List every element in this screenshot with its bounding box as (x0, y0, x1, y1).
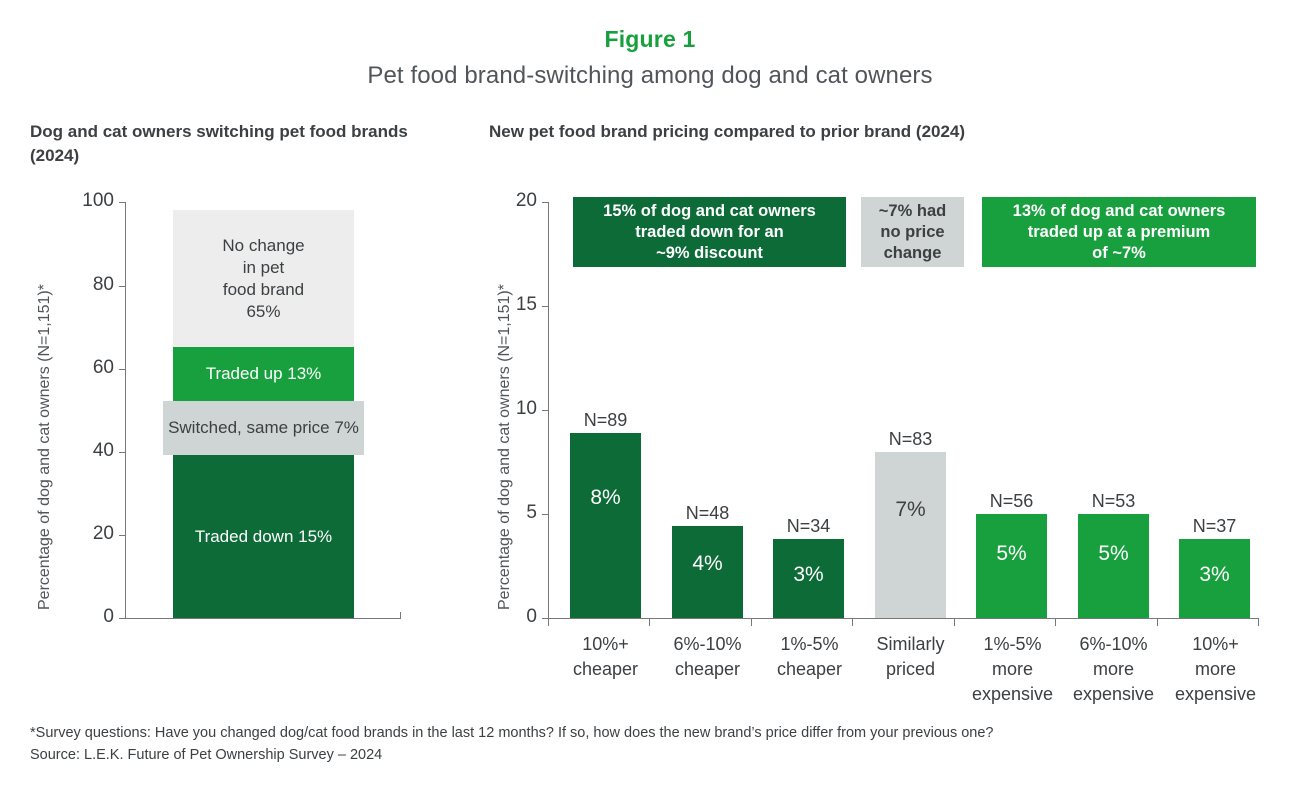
right-y-tick-20 (542, 202, 549, 203)
callout-traded-down-text: 15% of dog and cat owners traded down fo… (603, 201, 816, 262)
bar-value-2: 3% (793, 563, 824, 586)
right-x-tick-6 (1157, 618, 1158, 626)
bar-n-label-5: N=53 (1091, 491, 1136, 511)
right-x-tick-5 (1055, 618, 1056, 626)
left-y-tick-80 (119, 286, 126, 287)
bar-10-plus-more-expensive[interactable]: 3% (1179, 539, 1250, 618)
category-label-4: 1%-5% more expensive (971, 634, 1054, 704)
left-y-tick-label-40: 40 (92, 440, 114, 461)
figure-label: Figure 1 (604, 26, 696, 52)
stack-segment-same-price-label: Switched, same price 7% (168, 418, 359, 437)
right-y-tick-10 (542, 410, 549, 411)
left-y-tick-label-0: 0 (103, 606, 114, 627)
bar-value-6: 3% (1199, 563, 1230, 586)
right-x-axis-line (548, 618, 1258, 619)
left-y-tick-label-60: 60 (92, 357, 114, 378)
bar-n-label-1: N=48 (685, 503, 730, 523)
right-x-tick-3 (852, 618, 853, 626)
right-y-tick-0 (542, 618, 549, 619)
left-y-tick-label-20: 20 (92, 523, 114, 544)
bar-6-10-more-expensive[interactable]: 5% (1078, 514, 1149, 618)
bar-n-label-2: N=34 (786, 516, 831, 536)
stack-segment-traded-down[interactable]: Traded down 15% (173, 455, 354, 618)
stack-segment-traded-down-label: Traded down 15% (194, 526, 333, 546)
stack-segment-no-change[interactable]: No change in pet food brand 65% (173, 210, 354, 347)
right-y-tick-label-15: 15 (515, 294, 537, 315)
left-x-axis-endcap (400, 612, 401, 619)
bar-n-label-3: N=83 (888, 429, 933, 449)
stack-segment-traded-up-label: Traded up 13% (205, 364, 322, 383)
footnote-survey-questions: *Survey questions: Have you changed dog/… (30, 725, 994, 741)
left-y-axis-line (125, 202, 126, 619)
right-x-tick-2 (751, 618, 752, 626)
left-x-axis-line (125, 618, 401, 619)
callout-traded-up-text: 13% of dog and cat owners traded up at a… (1012, 201, 1226, 262)
bar-1-5-more-expensive[interactable]: 5% (976, 514, 1047, 618)
bar-value-0: 8% (590, 486, 621, 509)
left-y-tick-label-100: 100 (82, 190, 114, 211)
right-y-axis-title: Percentage of dog and cat owners (N=1,15… (496, 284, 513, 610)
footnotes: *Survey questions: Have you changed dog/… (30, 722, 1270, 766)
callout-no-price-change-text: ~7% had no price change (878, 201, 947, 262)
category-label-3: Similarly priced (876, 634, 945, 679)
category-label-5: 6%-10% more expensive (1072, 634, 1155, 704)
panel-header-left: Dog and cat owners switching pet food br… (30, 122, 408, 165)
stack-segment-same-price[interactable]: Switched, same price 7% (163, 401, 364, 455)
left-y-tick-100 (119, 202, 126, 203)
bar-n-label-0: N=89 (583, 410, 628, 430)
left-y-tick-40 (119, 452, 126, 453)
left-y-tick-60 (119, 369, 126, 370)
stack-segment-no-change-label: No change in pet food brand 65% (222, 235, 305, 321)
right-y-tick-label-10: 10 (515, 398, 537, 419)
right-x-tick-4 (954, 618, 955, 626)
callout-no-price-change[interactable]: ~7% had no price change (861, 197, 964, 267)
category-label-2: 1%-5% cheaper (776, 634, 843, 679)
left-y-tick-label-80: 80 (92, 274, 114, 295)
bar-10-plus-cheaper[interactable]: 8% (570, 433, 641, 618)
bar-similarly-priced[interactable]: 7% (875, 452, 946, 618)
right-y-tick-label-20: 20 (515, 190, 537, 211)
category-label-6: 10%+ more expensive (1174, 634, 1257, 704)
bar-value-5: 5% (1098, 542, 1129, 565)
left-chart-panel: Percentage of dog and cat owners (N=1,15… (0, 0, 460, 660)
callout-traded-down[interactable]: 15% of dog and cat owners traded down fo… (573, 197, 846, 267)
left-y-tick-0 (119, 618, 126, 619)
bar-value-3: 7% (895, 498, 926, 521)
bar-1-5-cheaper[interactable]: 3% (773, 539, 844, 618)
bar-6-10-cheaper[interactable]: 4% (672, 526, 743, 618)
right-y-tick-5 (542, 514, 549, 515)
footnote-source: Source: L.E.K. Future of Pet Ownership S… (30, 747, 383, 763)
panel-header-right: New pet food brand pricing compared to p… (489, 122, 966, 141)
bar-value-4: 5% (996, 542, 1027, 565)
left-y-tick-20 (119, 535, 126, 536)
right-x-tick-7 (1258, 618, 1259, 626)
bar-value-1: 4% (692, 552, 723, 575)
right-x-tick-1 (649, 618, 650, 626)
right-y-tick-15 (542, 306, 549, 307)
right-x-tick-0 (548, 618, 549, 626)
right-y-tick-label-5: 5 (526, 502, 537, 523)
right-y-tick-label-0: 0 (526, 606, 537, 627)
chart-subtitle: Pet food brand-switching among dog and c… (367, 62, 933, 89)
category-label-1: 6%-10% cheaper (673, 634, 742, 679)
bar-n-label-6: N=37 (1192, 516, 1237, 536)
stack-segment-traded-up[interactable]: Traded up 13% (173, 347, 354, 401)
right-chart-panel: Percentage of dog and cat owners (N=1,15… (496, 190, 1259, 704)
category-label-0: 10%+ cheaper (572, 634, 639, 679)
callout-traded-up[interactable]: 13% of dog and cat owners traded up at a… (982, 197, 1256, 267)
bar-n-label-4: N=56 (989, 491, 1034, 511)
